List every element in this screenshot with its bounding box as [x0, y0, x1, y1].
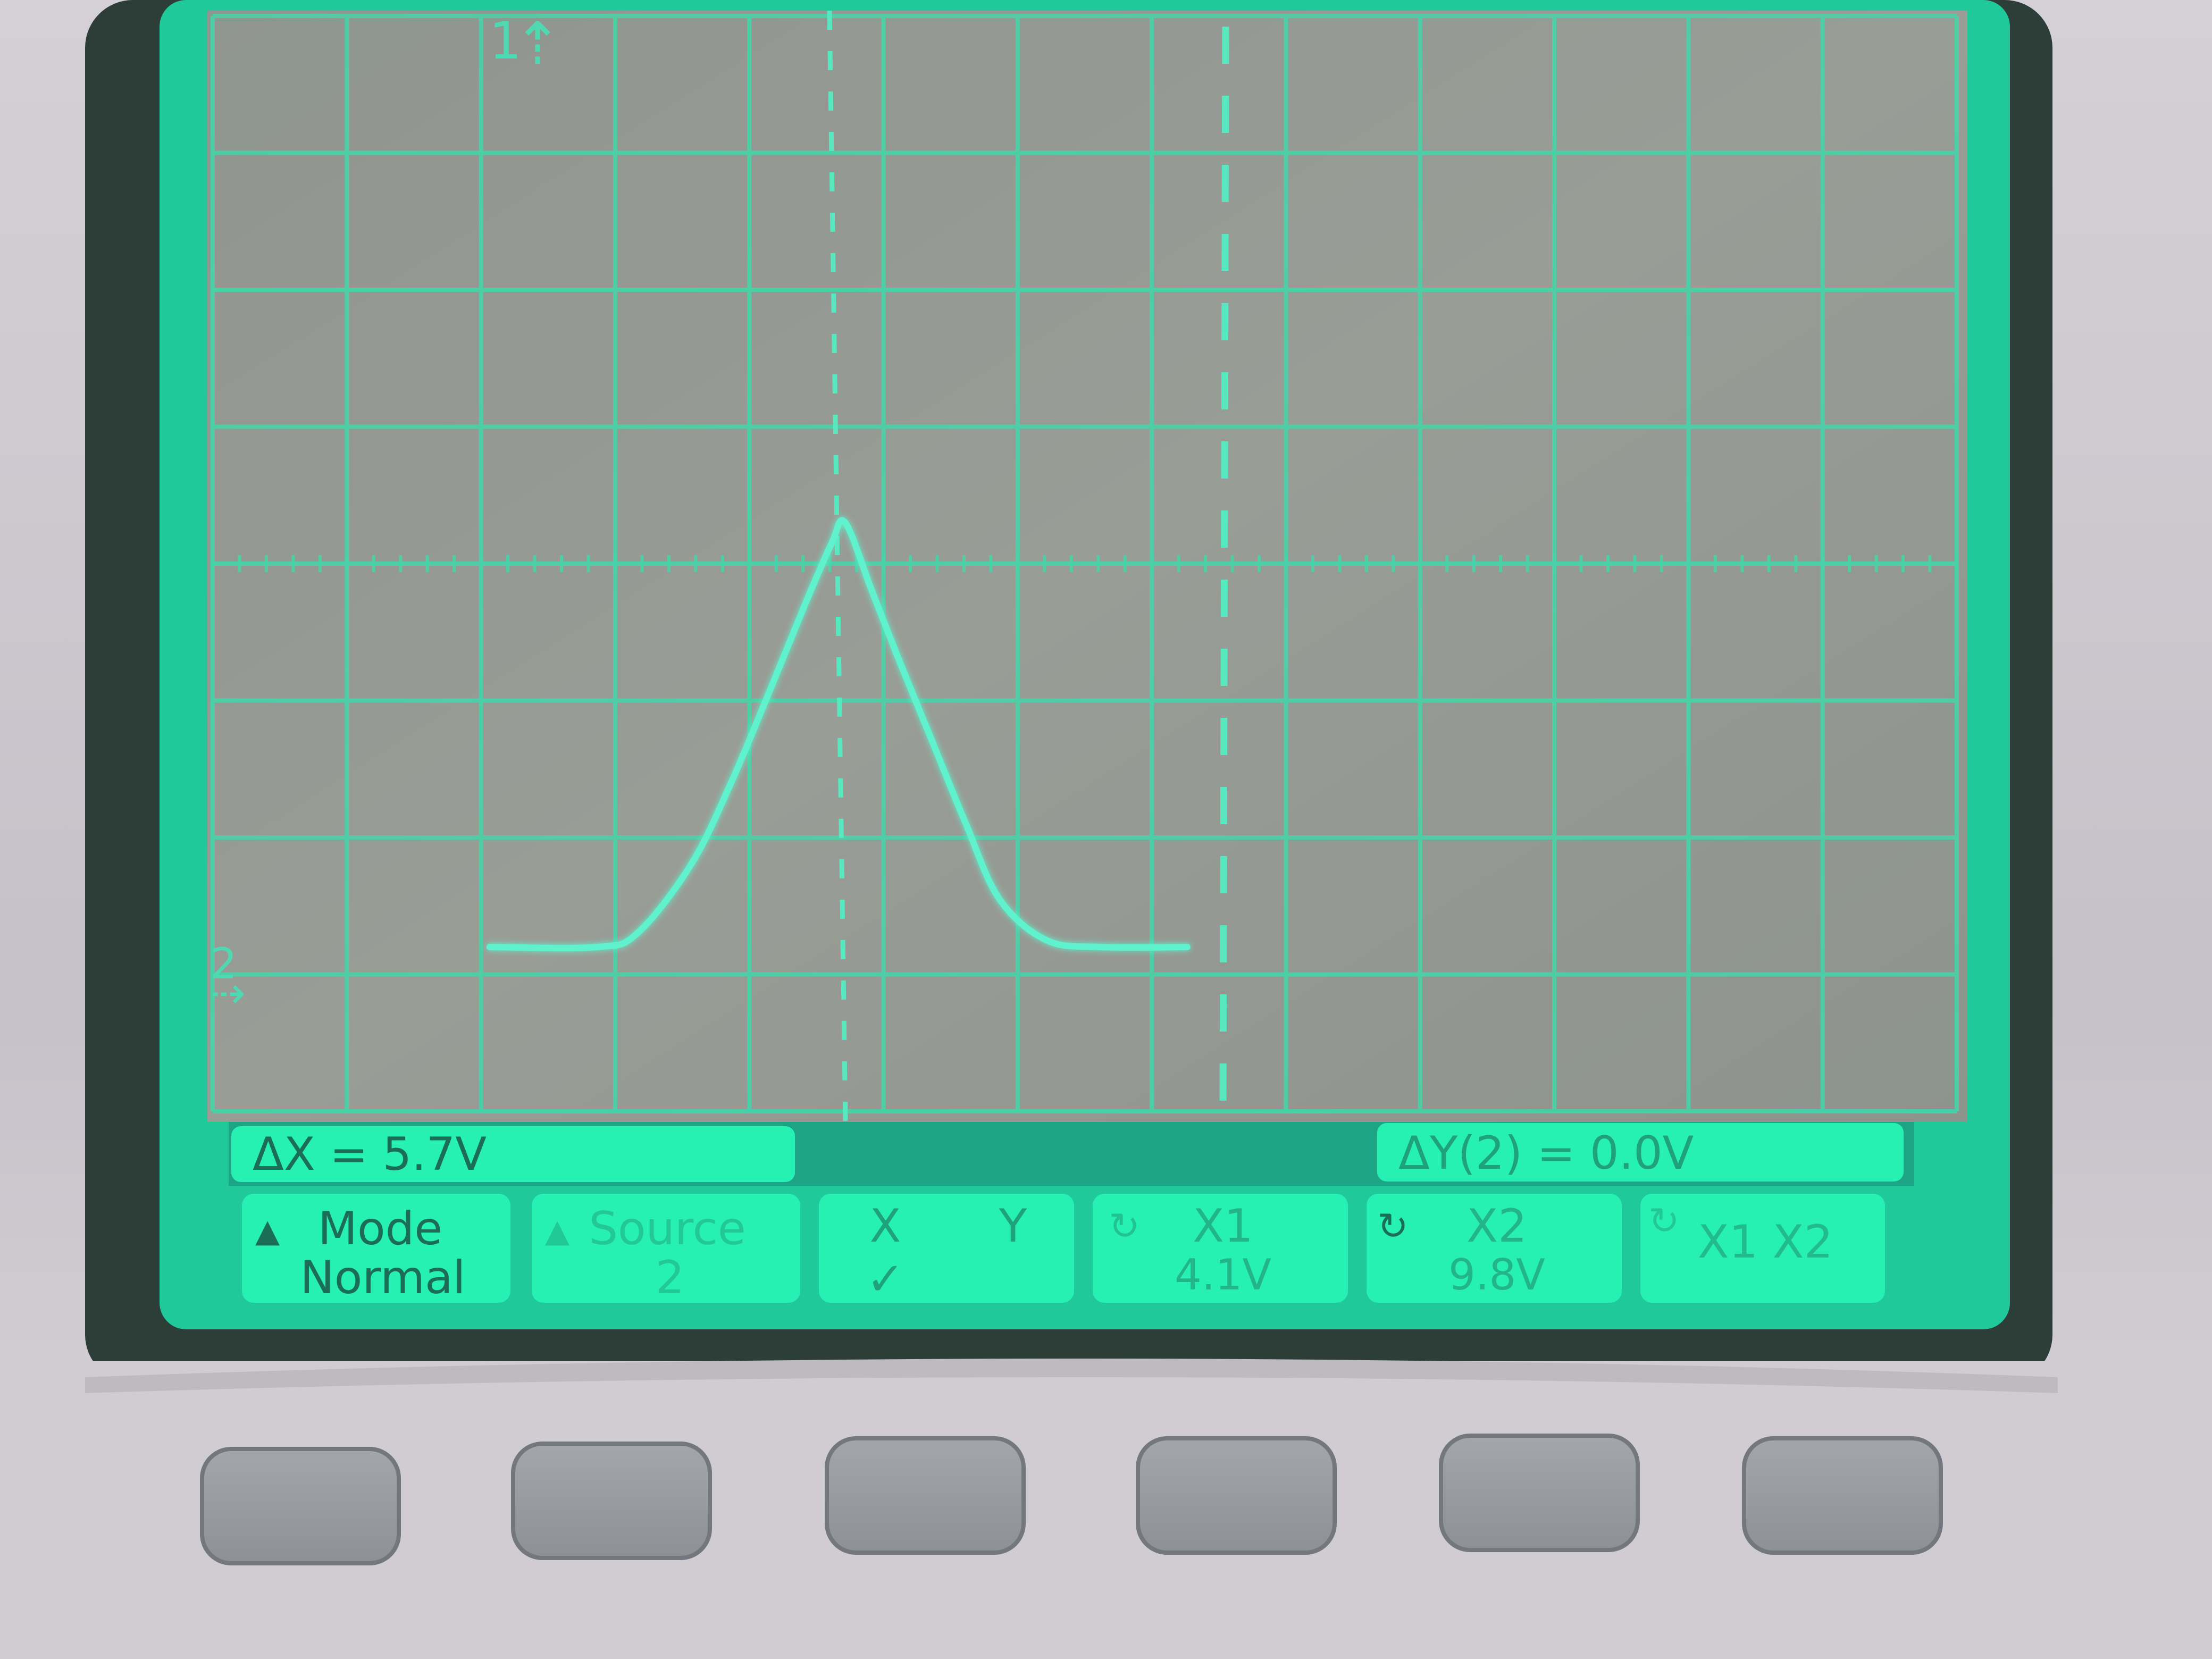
- delta-x-readout-box: [231, 1126, 795, 1182]
- softkey-mode[interactable]: ▲ Mode Normal: [242, 1194, 510, 1304]
- softkey-source-title: Source: [589, 1202, 745, 1255]
- softkey-x1-value: 4.1V: [1175, 1250, 1271, 1300]
- softkey-source[interactable]: ▲ Source 2: [532, 1194, 800, 1304]
- x1x2-rotate-icon: ↻: [1648, 1199, 1680, 1243]
- mode-arrow-icon: ▲: [255, 1212, 280, 1250]
- channel-2-marker: 2: [210, 939, 237, 988]
- softkey-xy[interactable]: X Y ✓: [819, 1194, 1074, 1306]
- x1-rotate-icon: ↻: [1109, 1204, 1140, 1248]
- softkey-x-label: X: [870, 1200, 901, 1253]
- physical-button-2[interactable]: [511, 1442, 712, 1560]
- channel-1-marker-arrow: ⇡: [513, 10, 562, 78]
- physical-button-4[interactable]: [1136, 1436, 1337, 1555]
- source-arrow-icon: ▲: [545, 1212, 569, 1250]
- softkey-x1-title: X1: [1193, 1200, 1253, 1253]
- x2-rotate-icon: ↻: [1377, 1204, 1409, 1248]
- delta-x-readout: ΔX = 5.7V: [253, 1128, 487, 1181]
- softkey-y-label: Y: [999, 1200, 1027, 1253]
- softkey-source-value: 2: [656, 1251, 685, 1304]
- physical-button-3[interactable]: [825, 1436, 1026, 1555]
- delta-y-readout-box: [1377, 1123, 1904, 1182]
- softkey-x2-title: X2: [1467, 1200, 1527, 1253]
- softkey-mode-value: Normal: [300, 1251, 465, 1304]
- display-area: [207, 11, 1967, 1122]
- softkey-x2[interactable]: ↻ X2 9.8V: [1367, 1194, 1622, 1303]
- physical-button-6[interactable]: [1742, 1436, 1943, 1555]
- physical-button-5[interactable]: [1439, 1434, 1640, 1552]
- lower-panel: [0, 1361, 2212, 1659]
- physical-softkey-buttons: [200, 1434, 1943, 1565]
- cursor-x2-line[interactable]: [1219, 26, 1229, 1117]
- softkey-x1-x2-title: X1 X2: [1698, 1216, 1833, 1269]
- softkey-x1[interactable]: ↻ X1 4.1V: [1093, 1194, 1348, 1303]
- softkey-x2-value: 9.8V: [1448, 1250, 1545, 1300]
- channel-1-marker: 1: [489, 11, 522, 71]
- delta-y-readout: ΔY(2) = 0.0V: [1398, 1127, 1694, 1180]
- physical-button-1[interactable]: [200, 1447, 401, 1565]
- graticule-ticks: [211, 555, 1958, 572]
- softkey-x1-x2[interactable]: ↻ X1 X2: [1640, 1194, 1885, 1303]
- channel-2-ground-arrow: ⇢: [210, 968, 246, 1018]
- x-selected-check-icon: ✓: [866, 1253, 904, 1306]
- lower-panel-shadow: [85, 1359, 2058, 1393]
- softkey-mode-title: Mode: [318, 1202, 442, 1255]
- channel-2-trace: [486, 517, 1191, 951]
